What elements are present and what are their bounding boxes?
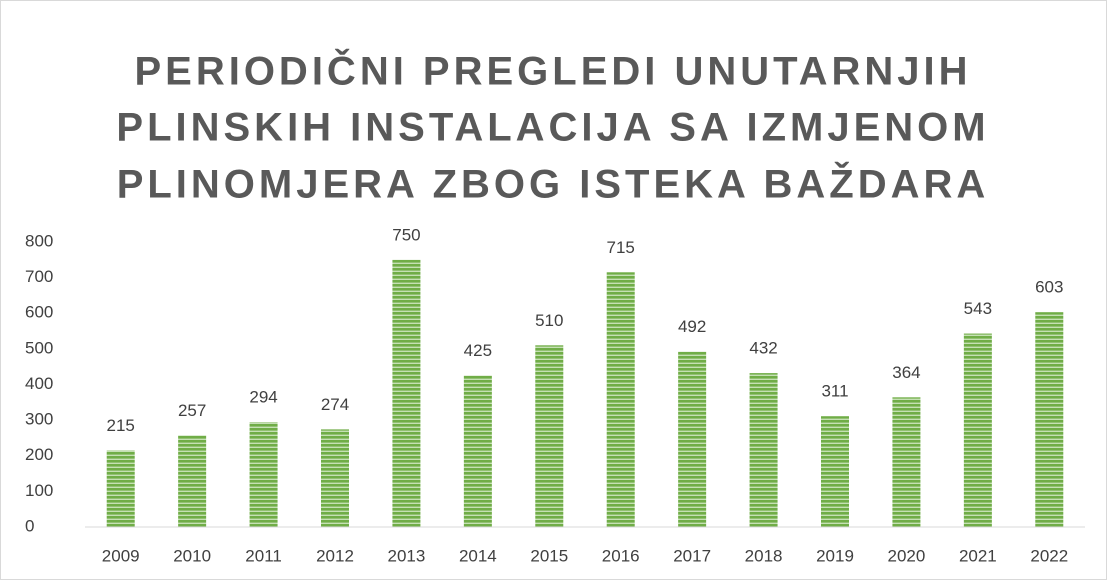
y-tick-label: 700 bbox=[25, 267, 53, 286]
data-label: 257 bbox=[178, 401, 206, 420]
bar bbox=[392, 259, 421, 527]
y-tick-label: 600 bbox=[25, 303, 53, 322]
y-tick-label: 400 bbox=[25, 374, 53, 393]
x-tick-label: 2020 bbox=[888, 546, 926, 565]
data-label: 215 bbox=[107, 416, 135, 435]
data-label: 432 bbox=[749, 339, 777, 358]
x-tick-label: 2013 bbox=[388, 546, 426, 565]
data-label: 311 bbox=[821, 382, 848, 401]
y-tick-label: 100 bbox=[25, 481, 53, 500]
data-label: 274 bbox=[321, 395, 349, 414]
y-tick-label: 200 bbox=[25, 445, 53, 464]
bar bbox=[249, 422, 278, 527]
bar bbox=[535, 345, 564, 527]
x-tick-label: 2014 bbox=[459, 546, 497, 565]
x-tick-label: 2018 bbox=[745, 546, 783, 565]
data-label: 425 bbox=[464, 341, 492, 360]
x-tick-label: 2019 bbox=[816, 546, 854, 565]
bar bbox=[1035, 312, 1064, 527]
data-label: 715 bbox=[607, 238, 635, 257]
y-tick-label: 300 bbox=[25, 410, 53, 429]
bar bbox=[463, 375, 492, 527]
y-tick-label: 800 bbox=[25, 231, 53, 250]
bar bbox=[321, 429, 349, 527]
x-tick-label: 2012 bbox=[316, 546, 354, 565]
x-tick-label: 2016 bbox=[602, 546, 640, 565]
bar bbox=[963, 333, 992, 527]
data-label: 364 bbox=[892, 363, 920, 382]
data-label: 750 bbox=[392, 225, 420, 244]
data-label: 543 bbox=[964, 299, 992, 318]
y-tick-label: 0 bbox=[25, 516, 34, 535]
bar bbox=[606, 272, 635, 527]
x-tick-label: 2015 bbox=[530, 546, 568, 565]
data-label: 603 bbox=[1035, 278, 1063, 297]
x-tick-label: 2017 bbox=[673, 546, 711, 565]
x-tick-label: 2022 bbox=[1030, 546, 1068, 565]
bar bbox=[821, 416, 849, 527]
data-label: 492 bbox=[678, 317, 706, 336]
bar bbox=[178, 435, 207, 527]
x-tick-label: 2011 bbox=[245, 546, 282, 565]
data-label: 294 bbox=[249, 388, 277, 407]
bar bbox=[749, 373, 778, 527]
bar bbox=[678, 351, 707, 527]
chart-title: PERIODIČNI PREGLEDI UNUTARNJIH bbox=[134, 48, 971, 94]
chart-title: PLINOMJERA ZBOG ISTEKA BAŽDARA bbox=[117, 161, 990, 207]
x-tick-label: 2009 bbox=[102, 546, 140, 565]
chart-title: PLINSKIH INSTALACIJA SA IZMJENOM bbox=[116, 106, 989, 150]
data-label: 510 bbox=[535, 311, 563, 330]
x-tick-label: 2021 bbox=[959, 546, 997, 565]
x-tick-label: 2010 bbox=[173, 546, 211, 565]
bar bbox=[106, 450, 135, 527]
y-tick-label: 500 bbox=[25, 338, 53, 357]
bar bbox=[892, 397, 921, 527]
